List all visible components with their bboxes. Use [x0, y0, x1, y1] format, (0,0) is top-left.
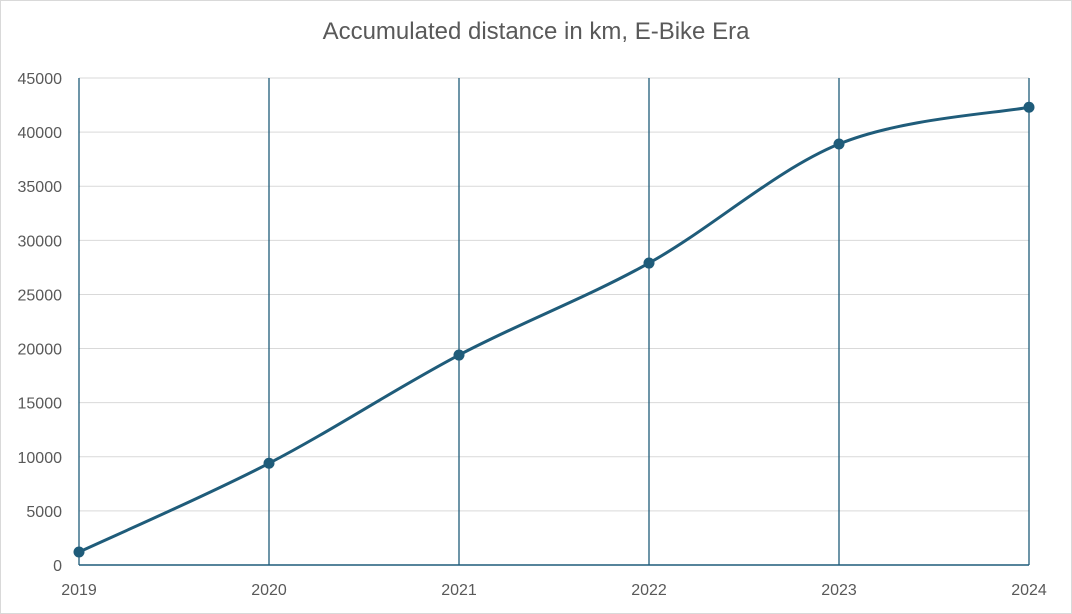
data-point: [263, 457, 275, 469]
x-tick-label: 2022: [631, 582, 667, 599]
y-tick-label: 40000: [18, 125, 63, 142]
x-tick-label: 2020: [251, 582, 287, 599]
y-tick-label: 20000: [18, 342, 63, 359]
x-tick-label: 2024: [1011, 582, 1047, 599]
y-tick-label: 35000: [18, 179, 63, 196]
y-tick-label: 15000: [18, 396, 63, 413]
y-tick-label: 10000: [18, 450, 63, 467]
data-point: [833, 138, 845, 150]
y-tick-label: 5000: [26, 504, 62, 521]
data-point: [73, 546, 85, 558]
chart-title: Accumulated distance in km, E-Bike Era: [322, 18, 750, 45]
x-tick-label: 2019: [61, 582, 97, 599]
data-point: [453, 349, 465, 361]
x-tick-label: 2021: [441, 582, 477, 599]
x-tick-label: 2023: [821, 582, 857, 599]
y-tick-label: 0: [53, 558, 62, 575]
y-tick-label: 45000: [18, 71, 63, 88]
y-tick-label: 25000: [18, 287, 63, 304]
y-tick-label: 30000: [18, 233, 63, 250]
data-point: [643, 257, 655, 269]
data-point: [1023, 101, 1035, 113]
series-line: [77, 105, 1031, 554]
